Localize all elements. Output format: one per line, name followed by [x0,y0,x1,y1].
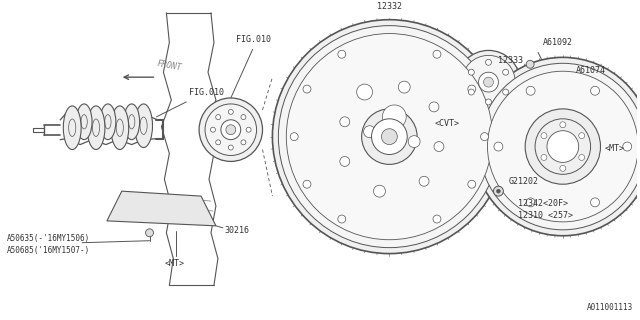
Circle shape [591,86,600,95]
Circle shape [526,60,534,68]
Circle shape [526,86,535,95]
Circle shape [623,142,632,151]
Circle shape [560,122,566,128]
Text: A61092: A61092 [543,38,573,47]
Ellipse shape [87,106,105,149]
Circle shape [525,109,600,184]
Ellipse shape [100,104,116,140]
Circle shape [241,115,246,120]
Circle shape [560,165,566,171]
Circle shape [494,142,503,151]
Circle shape [591,198,600,207]
Circle shape [486,99,492,105]
Ellipse shape [111,106,129,149]
Circle shape [433,215,441,223]
Circle shape [383,105,406,129]
Circle shape [216,140,221,145]
Text: G21202: G21202 [508,177,538,186]
Text: A50685('16MY1507-): A50685('16MY1507-) [7,246,90,255]
Circle shape [479,63,640,230]
Circle shape [241,140,246,145]
Circle shape [497,189,500,193]
Circle shape [457,51,520,114]
Circle shape [356,84,372,100]
Circle shape [488,71,638,222]
Circle shape [419,176,429,186]
Circle shape [205,104,257,156]
Text: A50635(-'16MY1506): A50635(-'16MY1506) [7,234,90,243]
Circle shape [468,89,474,95]
Circle shape [303,85,311,93]
Polygon shape [107,191,216,226]
Ellipse shape [134,104,152,148]
Circle shape [481,133,488,140]
Circle shape [398,81,410,93]
Circle shape [434,141,444,151]
Circle shape [502,69,509,75]
Circle shape [479,72,499,92]
Text: 12310 <257>: 12310 <257> [518,212,573,220]
Circle shape [228,145,233,150]
Text: 12333: 12333 [499,56,524,65]
Circle shape [468,69,474,75]
Circle shape [221,120,241,140]
Circle shape [484,77,493,87]
Circle shape [408,136,420,148]
Circle shape [502,89,509,95]
Circle shape [526,198,535,207]
Circle shape [381,129,397,145]
Text: FRONT: FRONT [156,59,182,72]
Circle shape [468,85,476,93]
Text: 12342<20F>: 12342<20F> [518,198,568,208]
Circle shape [145,229,154,237]
Circle shape [303,180,311,188]
Circle shape [474,57,640,236]
Circle shape [579,155,585,160]
Ellipse shape [63,106,81,149]
Circle shape [291,133,298,140]
Circle shape [579,133,585,139]
Circle shape [362,109,417,164]
Text: 12332: 12332 [377,2,402,11]
Circle shape [211,127,216,132]
Text: FIG.010: FIG.010 [236,36,271,44]
Circle shape [535,119,591,174]
Circle shape [286,34,492,240]
Circle shape [338,215,346,223]
Circle shape [246,127,251,132]
Circle shape [338,50,346,58]
Circle shape [216,115,221,120]
Circle shape [199,98,262,161]
Circle shape [226,125,236,135]
Circle shape [541,133,547,139]
Circle shape [364,126,376,138]
Circle shape [372,119,407,155]
Text: A011001113: A011001113 [587,303,633,312]
Circle shape [340,117,349,127]
Circle shape [486,59,492,65]
Circle shape [541,155,547,160]
Text: <MT>: <MT> [164,259,184,268]
Circle shape [273,20,506,253]
Circle shape [340,156,349,166]
Circle shape [433,50,441,58]
Circle shape [461,55,515,109]
Text: FIG.010: FIG.010 [189,88,224,97]
Circle shape [374,185,385,197]
Circle shape [468,180,476,188]
Circle shape [228,109,233,114]
Text: A61074: A61074 [576,66,605,75]
Text: <MT>: <MT> [604,144,625,153]
Circle shape [429,102,439,112]
Ellipse shape [124,104,140,140]
Circle shape [493,186,503,196]
Text: <CVT>: <CVT> [435,119,460,128]
Circle shape [278,26,500,248]
Circle shape [547,131,579,163]
Ellipse shape [76,104,92,140]
Text: 30216: 30216 [225,226,250,235]
